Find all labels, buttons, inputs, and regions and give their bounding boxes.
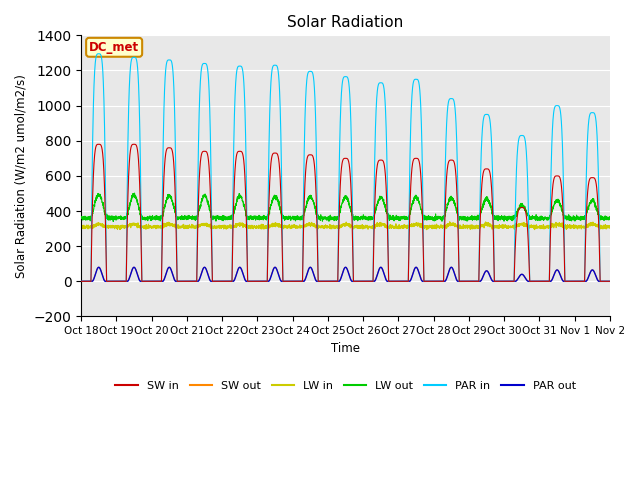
X-axis label: Time: Time — [331, 342, 360, 355]
Y-axis label: Solar Radiation (W/m2 umol/m2/s): Solar Radiation (W/m2 umol/m2/s) — [15, 74, 28, 278]
Legend: SW in, SW out, LW in, LW out, PAR in, PAR out: SW in, SW out, LW in, LW out, PAR in, PA… — [111, 376, 580, 395]
Text: DC_met: DC_met — [89, 41, 140, 54]
Title: Solar Radiation: Solar Radiation — [287, 15, 404, 30]
